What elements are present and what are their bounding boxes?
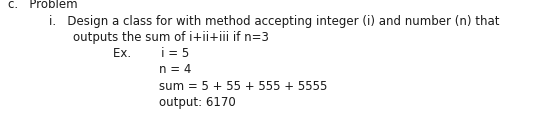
Text: n = 4: n = 4 <box>159 63 191 76</box>
Text: i.   Design a class for with method accepting integer (i) and number (n) that: i. Design a class for with method accept… <box>49 15 499 28</box>
Text: c.   Problem: c. Problem <box>8 0 78 11</box>
Text: sum = 5 + 55 + 555 + 5555: sum = 5 + 55 + 555 + 5555 <box>159 80 327 93</box>
Text: outputs the sum of i+ii+iii if n=3: outputs the sum of i+ii+iii if n=3 <box>73 31 268 44</box>
Text: output: 6170: output: 6170 <box>159 96 236 109</box>
Text: Ex.        i = 5: Ex. i = 5 <box>113 47 189 60</box>
